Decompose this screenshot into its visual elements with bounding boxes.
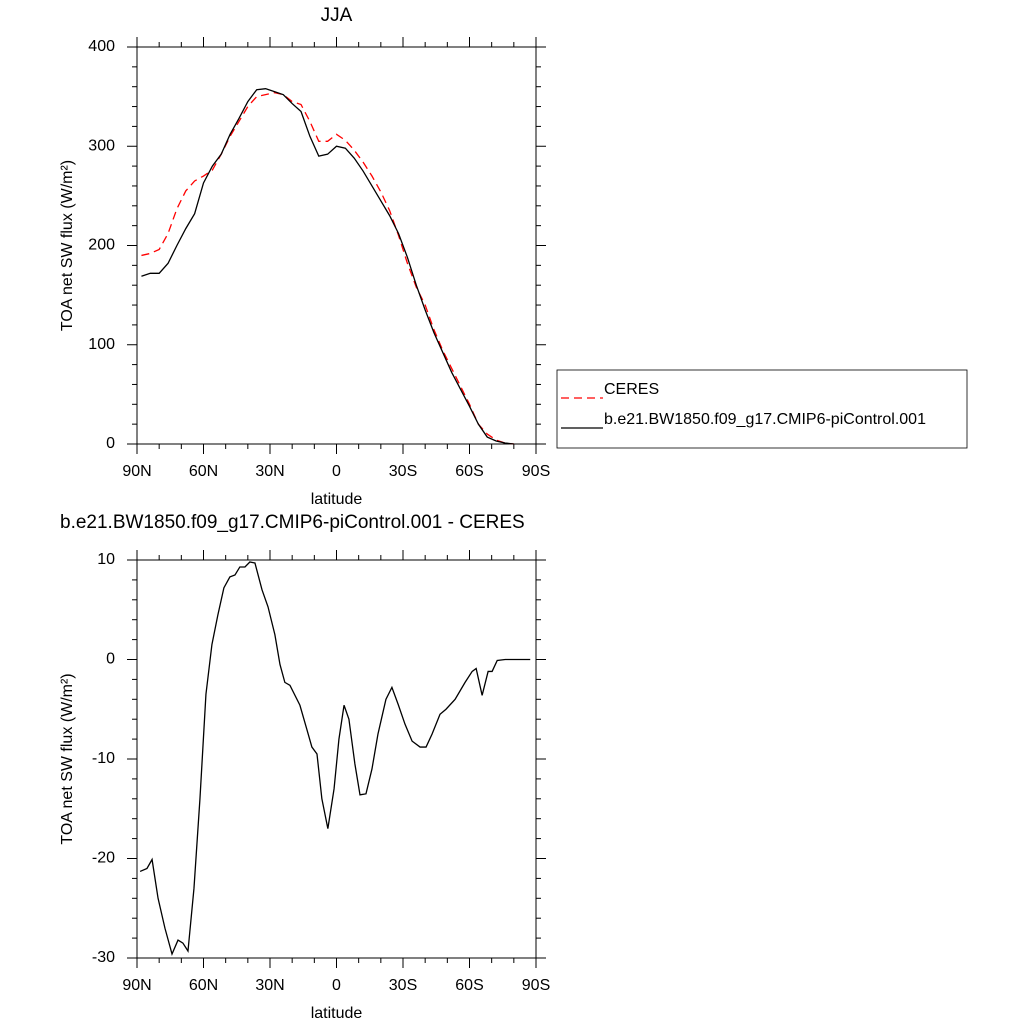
y-tick-label: 200 <box>88 237 115 254</box>
x-tick-label: 60N <box>189 463 218 480</box>
x-tick-label: 90N <box>122 977 151 994</box>
x-tick-label: 30N <box>255 977 284 994</box>
legend-label: b.e21.BW1850.f09_g17.CMIP6-piControl.001 <box>604 411 926 428</box>
y-tick-label: 10 <box>97 551 115 568</box>
x-tick-label: 90N <box>122 463 151 480</box>
x-tick-label: 60N <box>189 977 218 994</box>
x-tick-label: 30S <box>389 463 417 480</box>
x-tick-label: 30N <box>255 463 284 480</box>
x-tick-label: 30S <box>389 977 417 994</box>
y-tick-label: -10 <box>92 750 115 767</box>
x-axis-label: latitude <box>311 491 363 508</box>
y-tick-label: 300 <box>88 137 115 154</box>
x-tick-label: 60S <box>455 463 483 480</box>
legend-box <box>556 369 968 449</box>
legend-label: CERES <box>604 381 659 398</box>
y-tick-label: 0 <box>106 435 115 452</box>
series-line <box>141 88 514 445</box>
y-axis-label: TOA net SW flux (W/m²) <box>59 160 76 331</box>
data-line <box>139 561 531 956</box>
x-tick-label: 60S <box>455 977 483 994</box>
x-tick-label: 90S <box>522 463 550 480</box>
x-tick-label: 0 <box>332 977 341 994</box>
plot-frame <box>136 559 537 959</box>
x-tick-label: 90S <box>522 977 550 994</box>
y-tick-label: 400 <box>88 38 115 55</box>
chart-title: b.e21.BW1850.f09_g17.CMIP6-piControl.001… <box>60 512 525 533</box>
y-tick-label: 0 <box>106 651 115 668</box>
x-axis-label: latitude <box>311 1005 363 1022</box>
y-axis-label: TOA net SW flux (W/m²) <box>59 673 76 844</box>
y-tick-label: -30 <box>92 949 115 966</box>
plot-frame <box>136 46 537 445</box>
x-tick-label: 0 <box>332 463 341 480</box>
y-tick-label: -20 <box>92 850 115 867</box>
series-line <box>141 91 514 445</box>
chart-title: JJA <box>321 5 353 26</box>
y-tick-label: 100 <box>88 336 115 353</box>
